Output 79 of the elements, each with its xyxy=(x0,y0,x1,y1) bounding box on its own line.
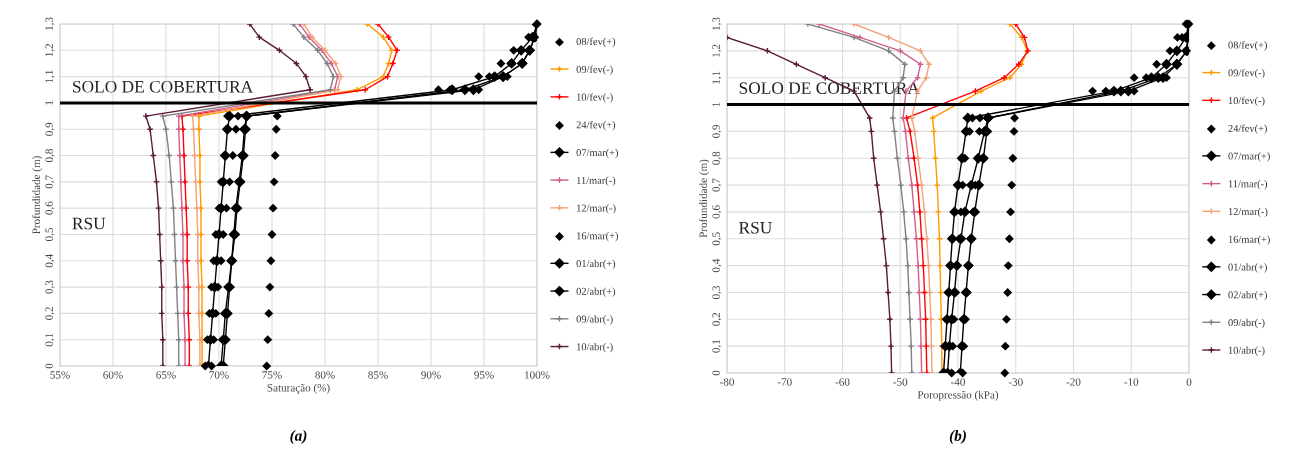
x-tick-label: 95% xyxy=(474,371,494,379)
y-tick-label: 1,3 xyxy=(45,17,55,30)
y-axis-title: Profundidade (m) xyxy=(699,159,710,238)
y-tick-label: 1 xyxy=(712,102,720,107)
legend-label: 11/mar(-) xyxy=(577,176,616,186)
y-axis-title: Profundidade (m) xyxy=(32,156,43,235)
legend-label: 09/fev(-) xyxy=(1228,68,1265,79)
legend-label: 07/mar(+) xyxy=(1228,152,1270,162)
annotation: SOLO DE COBERTURA xyxy=(73,80,254,93)
y-tick-label: 0,1 xyxy=(45,333,55,347)
annotation: RSU xyxy=(72,217,106,230)
legend-label: 01/abr(+) xyxy=(1228,263,1267,273)
annotation: RSU xyxy=(739,221,772,234)
y-tick-label: 0,8 xyxy=(45,149,55,163)
y-tick-label: 0,9 xyxy=(712,124,722,138)
y-tick-label: 0,7 xyxy=(712,178,722,192)
legend-label: 02/abr(+) xyxy=(576,287,616,297)
y-tick-label: 0,6 xyxy=(45,201,55,215)
text: (a) xyxy=(290,430,307,444)
legend-label: 08/fev(+) xyxy=(576,37,616,48)
y-tick-label: 1 xyxy=(45,100,53,105)
legend-label: 12/mar(-) xyxy=(1228,207,1268,218)
legend-label: 01/abr(+) xyxy=(576,259,616,270)
y-tick-label: 0,1 xyxy=(712,339,722,353)
y-tick-label: 1,1 xyxy=(712,71,722,84)
y-tick-label: 0,3 xyxy=(45,280,55,294)
legend-label: 02/abr(+) xyxy=(1228,290,1267,301)
legend-label: 09/fev(-) xyxy=(576,65,613,75)
x-tick-label: -60 xyxy=(835,378,850,386)
x-tick-label: -80 xyxy=(720,378,734,386)
legend-label: 10/abr(-) xyxy=(1228,346,1265,356)
legend-label: 09/abr(-) xyxy=(576,315,613,325)
y-tick-label: 0,8 xyxy=(712,151,722,165)
legend-label: 24/fev(+) xyxy=(1228,124,1267,134)
x-tick-label: 60% xyxy=(103,371,123,379)
x-tick-label: 70% xyxy=(209,371,229,379)
y-tick-label: 0 xyxy=(45,363,53,369)
y-tick-label: 0,4 xyxy=(45,254,55,268)
y-tick-label: 0,7 xyxy=(45,175,55,189)
y-tick-label: 0,2 xyxy=(45,307,55,320)
legend-label: 16/mar(+) xyxy=(1228,235,1270,245)
y-tick-label: 0,5 xyxy=(45,227,55,241)
x-tick-label: 55% xyxy=(50,371,70,379)
x-tick-label: -10 xyxy=(1124,378,1139,386)
legend-label: 08/fev(+) xyxy=(1228,41,1267,51)
y-tick-label: 1,3 xyxy=(712,17,722,30)
legend-label: 10/abr(-) xyxy=(577,342,613,353)
legend-label: 24/fev(+) xyxy=(576,120,616,131)
x-axis-title: Saturação (%) xyxy=(267,383,330,394)
x-axis-title: Poropressão (kPa) xyxy=(917,390,999,401)
x-tick-label: -30 xyxy=(1008,378,1023,386)
y-tick-label: 1,2 xyxy=(45,43,55,57)
x-tick-label: -50 xyxy=(893,378,908,386)
x-tick-label: 0 xyxy=(1186,378,1192,386)
legend-label: 12/mar(-) xyxy=(577,204,616,214)
legend-label: 09/abr(-) xyxy=(1228,318,1265,329)
y-tick-label: 0,6 xyxy=(712,205,722,219)
x-tick-label: 80% xyxy=(315,371,335,379)
text: (b) xyxy=(949,430,966,444)
x-tick-label: 65% xyxy=(156,371,176,379)
legend-label: 10/fev(-) xyxy=(1228,96,1265,107)
legend-label: 11/mar(-) xyxy=(1228,180,1268,190)
y-tick-label: 1,2 xyxy=(712,44,722,57)
y-tick-label: 1,1 xyxy=(45,70,55,83)
y-tick-label: 0,9 xyxy=(45,122,55,136)
y-tick-label: 0,2 xyxy=(712,312,722,326)
x-tick-label: 85% xyxy=(368,371,388,379)
x-tick-label: -40 xyxy=(951,378,965,386)
x-tick-label: 75% xyxy=(262,371,282,379)
legend-label: 10/fev(-) xyxy=(577,93,613,103)
x-tick-label: -20 xyxy=(1066,378,1081,386)
x-tick-label: 100% xyxy=(525,371,550,379)
y-tick-label: 0,4 xyxy=(712,258,722,273)
legend-label: 16/mar(+) xyxy=(577,232,618,242)
x-tick-label: -70 xyxy=(777,378,792,386)
x-tick-label: 90% xyxy=(421,371,441,379)
y-tick-label: 0,3 xyxy=(712,285,722,299)
legend-label: 07/mar(+) xyxy=(576,148,618,159)
y-tick-label: 0,5 xyxy=(712,232,722,246)
